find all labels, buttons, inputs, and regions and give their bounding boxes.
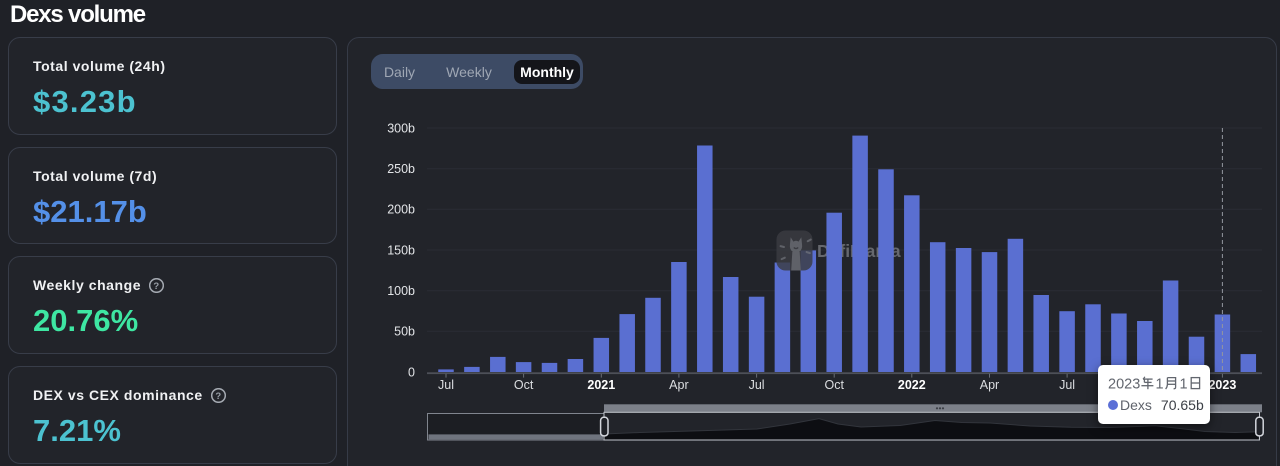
svg-text:250b: 250b bbox=[387, 162, 415, 176]
svg-text:100b: 100b bbox=[387, 284, 415, 298]
svg-text:2023: 2023 bbox=[1208, 378, 1236, 392]
svg-text:2021: 2021 bbox=[587, 378, 615, 392]
svg-text:1: 1 bbox=[1180, 376, 1188, 392]
svg-text:Oct: Oct bbox=[514, 378, 534, 392]
svg-text:Jul: Jul bbox=[438, 378, 454, 392]
svg-text:200b: 200b bbox=[387, 203, 415, 217]
svg-text:50b: 50b bbox=[394, 325, 415, 339]
svg-text:0: 0 bbox=[408, 365, 415, 379]
svg-text:?: ? bbox=[153, 281, 159, 292]
svg-text:?: ? bbox=[215, 390, 221, 401]
svg-text:150b: 150b bbox=[387, 243, 415, 257]
svg-text:Jul: Jul bbox=[1059, 378, 1075, 392]
svg-text:300b: 300b bbox=[387, 121, 415, 135]
svg-text:1: 1 bbox=[1156, 376, 1164, 392]
svg-text:Apr: Apr bbox=[980, 378, 999, 392]
svg-text:Jul: Jul bbox=[749, 378, 765, 392]
svg-text:Oct: Oct bbox=[824, 378, 844, 392]
svg-text:2023: 2023 bbox=[1108, 376, 1140, 392]
svg-text:2022: 2022 bbox=[898, 378, 926, 392]
svg-text:Apr: Apr bbox=[669, 378, 688, 392]
